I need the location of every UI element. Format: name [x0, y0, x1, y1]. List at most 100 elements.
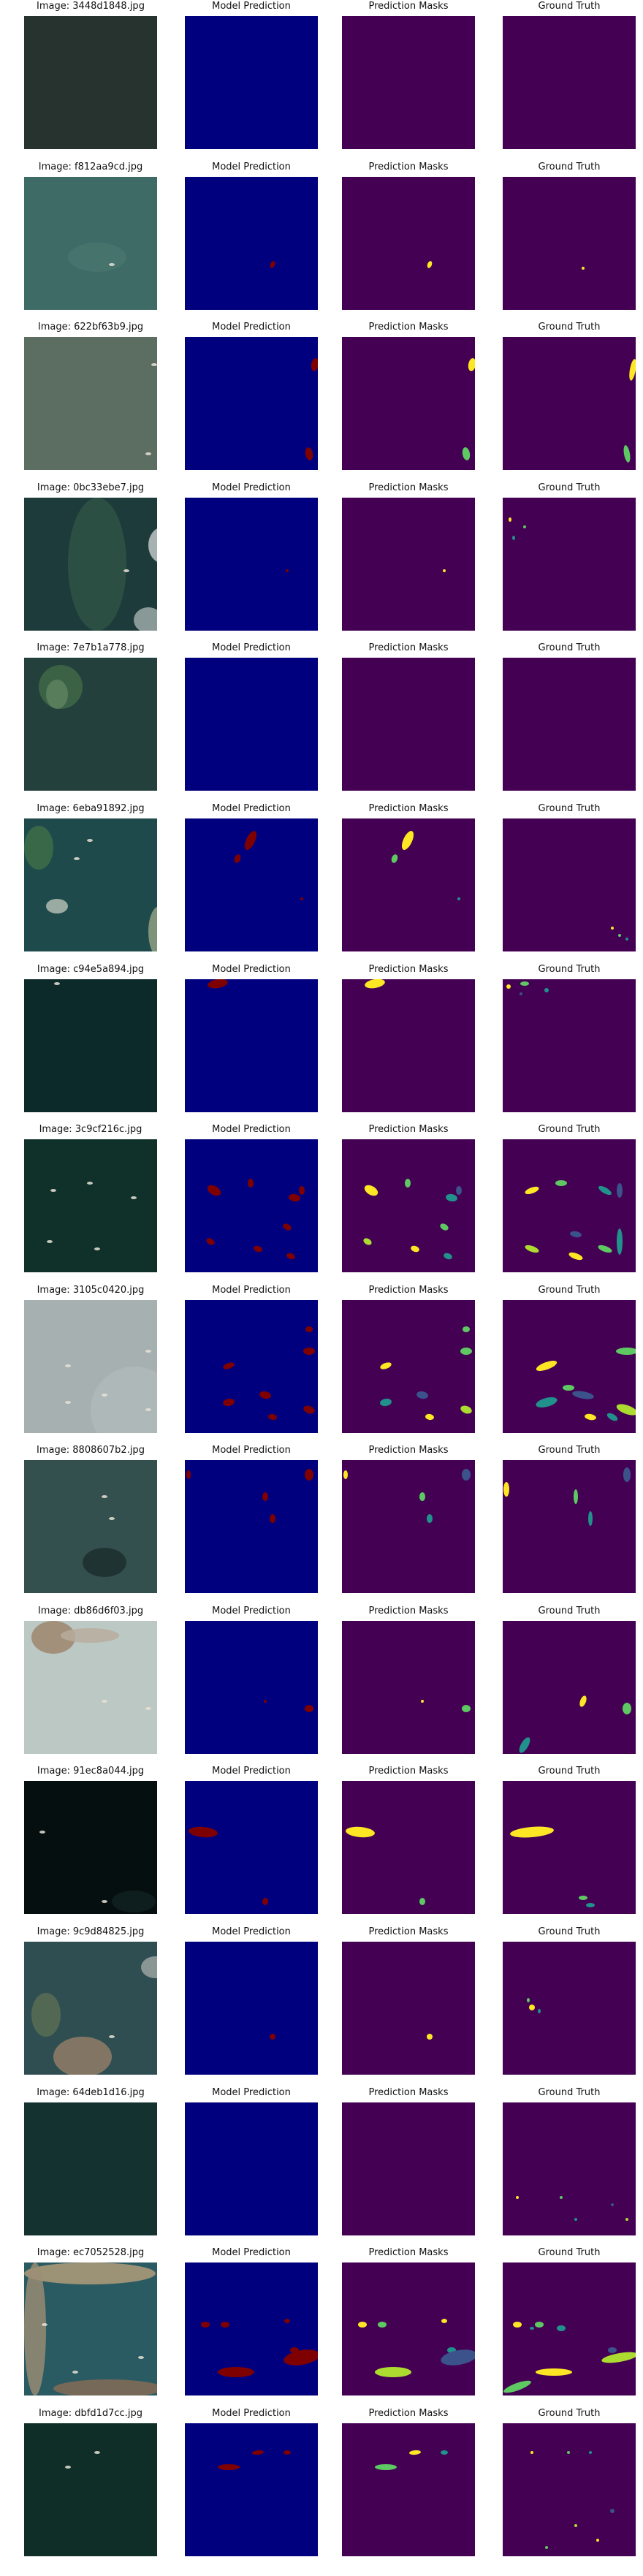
model-prediction-title: Model Prediction — [212, 482, 291, 493]
predicted-ship — [244, 831, 257, 850]
prediction-masks-panel — [342, 1139, 475, 1272]
predicted-mask — [463, 1326, 470, 1332]
ground-truth-title: Ground Truth — [538, 322, 601, 333]
source-image-figure — [24, 979, 157, 1112]
ground-truth-mask — [560, 2196, 563, 2199]
terrain-patch — [24, 2262, 156, 2284]
prediction-masks-title: Prediction Masks — [368, 482, 449, 493]
prediction-masks-cell: Prediction Masks — [342, 2407, 475, 2558]
ship-silhouette — [145, 1408, 151, 1411]
ground-truth-mask — [503, 2380, 531, 2393]
ground-truth-mask — [570, 1231, 582, 1238]
source-image-cell: Image: f812aa9cd.jpg — [24, 161, 157, 311]
mask-background — [503, 337, 636, 470]
ground-truth-cell: Ground Truth — [503, 802, 636, 953]
model-prediction-figure — [185, 1781, 318, 1914]
predicted-mask — [375, 2367, 411, 2377]
predicted-mask — [441, 2319, 447, 2323]
ground-truth-cell: Ground Truth — [503, 642, 636, 792]
ground-truth-mask — [616, 1348, 636, 1355]
ground-truth-mask — [509, 517, 511, 522]
prediction-masks-figure — [342, 979, 475, 1112]
predicted-ship — [206, 1238, 215, 1245]
source-image-title: Image: 7e7b1a778.jpg — [37, 642, 145, 653]
ground-truth-title: Ground Truth — [538, 1606, 601, 1616]
model-prediction-panel — [185, 177, 318, 310]
source-image-figure — [24, 658, 157, 791]
ground-truth-cell: Ground Truth — [503, 2246, 636, 2397]
terrain-patch — [53, 2379, 157, 2395]
prediction-masks-title: Prediction Masks — [368, 162, 449, 172]
ground-truth-title: Ground Truth — [538, 1, 601, 12]
model-prediction-title: Model Prediction — [212, 2247, 291, 2258]
ship-silhouette — [102, 1700, 107, 1703]
prediction-background — [185, 1460, 318, 1593]
prediction-masks-figure — [342, 818, 475, 951]
prediction-masks-figure — [342, 498, 475, 631]
ground-truth-mask — [625, 2218, 628, 2221]
prediction-masks-title: Prediction Masks — [368, 322, 449, 333]
ground-truth-mask — [568, 1252, 583, 1261]
predicted-ship — [223, 1398, 235, 1407]
predicted-mask — [378, 2322, 387, 2328]
mask-background — [503, 2262, 636, 2395]
prediction-masks-panel — [342, 1942, 475, 2075]
ground-truth-panel — [503, 1781, 636, 1914]
source-image-title: Image: 91ec8a044.jpg — [37, 1766, 145, 1777]
model-prediction-cell: Model Prediction — [185, 1284, 318, 1435]
sea-surface — [24, 337, 157, 470]
ground-truth-mask — [563, 1385, 574, 1391]
model-prediction-title: Model Prediction — [212, 1124, 291, 1135]
ground-truth-title: Ground Truth — [538, 1124, 601, 1135]
ground-truth-title: Ground Truth — [538, 1445, 601, 1456]
prediction-masks-figure — [342, 2102, 475, 2235]
ground-truth-mask — [623, 1703, 631, 1714]
source-image-cell: Image: 3c9cf216c.jpg — [24, 1123, 157, 1274]
source-image-title: Image: dbfd1d7cc.jpg — [39, 2408, 142, 2419]
ground-truth-mask — [610, 2509, 615, 2513]
sea-surface — [24, 2262, 157, 2395]
source-image-figure — [24, 16, 157, 149]
source-image-cell: Image: 6eba91892.jpg — [24, 802, 157, 953]
ground-truth-mask — [608, 2347, 617, 2353]
source-image-cell: Image: 3105c0420.jpg — [24, 1284, 157, 1435]
prediction-background — [185, 2102, 318, 2235]
ground-truth-title: Ground Truth — [538, 1285, 601, 1296]
model-prediction-title: Model Prediction — [212, 1445, 291, 1456]
model-prediction-title: Model Prediction — [212, 322, 291, 333]
predicted-ship — [189, 1826, 218, 1838]
predicted-mask — [443, 569, 446, 572]
ground-truth-mask — [629, 359, 636, 381]
ground-truth-panel — [503, 979, 636, 1112]
model-prediction-figure — [185, 1300, 318, 1433]
ground-truth-mask — [579, 1695, 587, 1707]
source-image-panel — [24, 2102, 157, 2235]
ground-truth-mask — [544, 988, 549, 992]
predicted-mask — [457, 897, 460, 900]
ground-truth-mask — [598, 1245, 612, 1253]
mask-background — [503, 1781, 636, 1914]
model-prediction-panel — [185, 1781, 318, 1914]
mask-background — [342, 1781, 475, 1914]
predicted-ship — [201, 2322, 210, 2328]
ground-truth-mask — [535, 2322, 544, 2328]
ground-truth-figure — [503, 1300, 636, 1433]
prediction-background — [185, 1942, 318, 2075]
predicted-mask — [427, 261, 433, 268]
terrain-patch — [141, 1956, 157, 1978]
ship-silhouette — [94, 1247, 100, 1250]
predicted-mask — [446, 1193, 457, 1202]
model-prediction-cell: Model Prediction — [185, 321, 318, 471]
model-prediction-figure — [185, 658, 318, 791]
prediction-background — [185, 177, 318, 310]
model-prediction-title: Model Prediction — [212, 1, 291, 12]
model-prediction-panel — [185, 2423, 318, 2556]
predicted-mask — [380, 1362, 392, 1369]
predicted-mask — [416, 1391, 428, 1399]
ground-truth-figure — [503, 1781, 636, 1914]
result-row: Image: 3448d1848.jpg Model Prediction Pred… — [0, 0, 643, 161]
source-image-cell: Image: 91ec8a044.jpg — [24, 1765, 157, 1915]
prediction-background — [185, 1621, 318, 1754]
source-image-title: Image: db86d6f03.jpg — [37, 1606, 144, 1616]
prediction-masks-figure — [342, 1942, 475, 2075]
